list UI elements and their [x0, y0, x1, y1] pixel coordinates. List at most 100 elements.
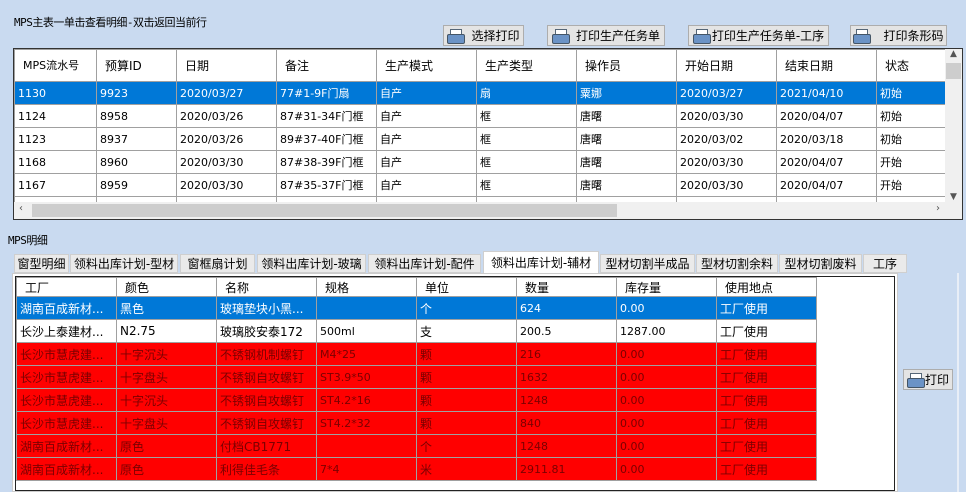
tab-1[interactable]: 领料出库计划-型材 — [70, 254, 178, 273]
column-header[interactable]: 开始日期 — [676, 49, 777, 82]
table-cell[interactable]: 长沙市慧虎建... — [16, 388, 117, 412]
table-cell[interactable]: 500ml — [316, 319, 417, 343]
table-cell[interactable]: 工厂使用 — [716, 342, 817, 366]
table-cell[interactable]: 工厂使用 — [716, 434, 817, 458]
table-row[interactable]: 长沙市慧虎建... 十字沉头 不锈钢机制螺钉 M4*25 颗 216 0.00 工厂使用 — [16, 342, 817, 366]
scroll-left-icon[interactable]: ‹ — [19, 203, 23, 214]
table-cell[interactable]: 840 — [516, 411, 617, 435]
tab-5[interactable]: 领料出库计划-辅材 — [483, 251, 599, 273]
table-cell[interactable]: 初始 — [876, 81, 947, 105]
table-cell[interactable]: 颗 — [416, 411, 517, 435]
table-cell[interactable]: 2020/04/07 — [776, 150, 877, 174]
table-cell[interactable]: 2020/03/30 — [676, 173, 777, 197]
tab-0[interactable]: 窗型明细 — [14, 254, 69, 273]
table-cell[interactable]: 黑色 — [116, 296, 217, 320]
table-cell[interactable]: 0.00 — [616, 434, 717, 458]
table-cell[interactable]: 1287.00 — [616, 319, 717, 343]
table-cell[interactable]: 颗 — [416, 342, 517, 366]
column-header[interactable]: 备注 — [276, 49, 377, 82]
table-row[interactable]: 湖南百成新材... 黑色 玻璃垫块小黑... 个 624 0.00 工厂使用 — [16, 296, 817, 320]
table-cell[interactable]: 长沙市慧虎建... — [16, 411, 117, 435]
table-cell[interactable]: 原色 — [116, 457, 217, 481]
table-cell[interactable]: 77#1-9F门扇 — [276, 81, 377, 105]
column-header[interactable]: 生产类型 — [476, 49, 577, 82]
table-cell[interactable] — [316, 296, 417, 320]
table-cell[interactable]: 工厂使用 — [716, 411, 817, 435]
tab-9[interactable]: 工序 — [863, 254, 907, 273]
table-cell[interactable]: 自产 — [376, 104, 477, 128]
column-header[interactable]: 预算ID — [96, 49, 177, 82]
table-cell[interactable]: 湖南百成新材... — [16, 296, 117, 320]
scroll-up-icon[interactable]: ▲ — [950, 49, 957, 59]
print-task-button[interactable]: 打印生产任务单 — [547, 25, 665, 46]
table-cell[interactable]: 米 — [416, 457, 517, 481]
table-cell[interactable]: 初始 — [876, 127, 947, 151]
tab-3[interactable]: 领料出库计划-玻璃 — [257, 254, 366, 273]
table-row[interactable]: 1130 9923 2020/03/27 77#1-9F门扇 自产扇粟娜 2020/03/… — [14, 81, 947, 105]
table-cell[interactable]: 2020/03/27 — [676, 81, 777, 105]
table-cell[interactable]: 扇 — [476, 81, 577, 105]
table-cell[interactable]: 不锈钢自攻螺钉 — [216, 388, 317, 412]
horizontal-scrollbar[interactable]: ‹ › — [14, 202, 962, 219]
print-barcode-button[interactable]: 打印条形码 — [850, 25, 947, 46]
table-cell[interactable]: 200.5 — [516, 319, 617, 343]
table-cell[interactable]: 8937 — [96, 127, 177, 151]
table-cell[interactable]: M4*25 — [316, 342, 417, 366]
table-cell[interactable]: 8960 — [96, 150, 177, 174]
select-print-button[interactable]: 选择打印 — [443, 25, 524, 46]
column-header[interactable]: 使用地点 — [716, 277, 817, 297]
table-cell[interactable]: 框 — [476, 127, 577, 151]
table-row[interactable]: 长沙市慧虎建... 十字盘头 不锈钢自攻螺钉 ST3.9*50 颗 1632 0.00 工厂使… — [16, 365, 817, 389]
table-cell[interactable]: 唐曙 — [576, 127, 677, 151]
table-cell[interactable]: 2020/03/26 — [176, 104, 277, 128]
table-cell[interactable]: 工厂使用 — [716, 388, 817, 412]
column-header[interactable]: 日期 — [176, 49, 277, 82]
table-cell[interactable]: 长沙市慧虎建... — [16, 342, 117, 366]
table-cell[interactable]: 开始 — [876, 173, 947, 197]
table-cell[interactable]: 2020/03/27 — [176, 81, 277, 105]
table-row[interactable]: 1168 8960 2020/03/30 87#38-39F门框 自产框唐曙 2020/0… — [14, 150, 947, 174]
table-cell[interactable]: ST4.2*16 — [316, 388, 417, 412]
column-header[interactable]: 名称 — [216, 277, 317, 297]
table-cell[interactable]: 2020/03/26 — [176, 127, 277, 151]
table-cell[interactable]: 2020/03/30 — [176, 150, 277, 174]
tab-7[interactable]: 型材切割余料 — [696, 254, 778, 273]
table-cell[interactable]: 1632 — [516, 365, 617, 389]
table-cell[interactable]: 湖南百成新材... — [16, 434, 117, 458]
table-cell[interactable]: 8958 — [96, 104, 177, 128]
table-cell[interactable]: 0.00 — [616, 296, 717, 320]
table-cell[interactable]: 0.00 — [616, 411, 717, 435]
table-cell[interactable]: 工厂使用 — [716, 365, 817, 389]
column-header[interactable]: 操作员 — [576, 49, 677, 82]
table-cell[interactable]: 1124 — [14, 104, 97, 128]
table-cell[interactable]: 玻璃胶安泰172 — [216, 319, 317, 343]
table-cell[interactable]: 工厂使用 — [716, 296, 817, 320]
tab-8[interactable]: 型材切割废料 — [779, 254, 862, 273]
table-cell[interactable]: 唐曙 — [576, 150, 677, 174]
table-cell[interactable]: 湖南百成新材... — [16, 457, 117, 481]
table-cell[interactable]: 0.00 — [616, 365, 717, 389]
table-cell[interactable]: 2020/03/02 — [676, 127, 777, 151]
column-header[interactable]: 生产模式 — [376, 49, 477, 82]
table-cell[interactable]: 颗 — [416, 365, 517, 389]
vertical-scrollbar[interactable]: ▲ ▼ — [945, 49, 962, 202]
table-cell[interactable]: 1248 — [516, 434, 617, 458]
table-row[interactable]: 1124 8958 2020/03/26 87#31-34F门框 自产框唐曙 2020/0… — [14, 104, 947, 128]
table-cell[interactable]: 利得佳毛条 — [216, 457, 317, 481]
table-cell[interactable]: 自产 — [376, 81, 477, 105]
table-cell[interactable]: 不锈钢自攻螺钉 — [216, 411, 317, 435]
table-row[interactable]: 长沙市慧虎建... 十字沉头 不锈钢自攻螺钉 ST4.2*16 颗 1248 0.00 工厂使… — [16, 388, 817, 412]
table-cell[interactable]: 个 — [416, 296, 517, 320]
table-row[interactable]: 湖南百成新材... 原色 付档CB1771 个 1248 0.00 工厂使用 — [16, 434, 817, 458]
column-header[interactable]: 库存量 — [616, 277, 717, 297]
table-cell[interactable]: 不锈钢机制螺钉 — [216, 342, 317, 366]
table-cell[interactable]: 自产 — [376, 173, 477, 197]
table-cell[interactable]: ST3.9*50 — [316, 365, 417, 389]
column-header[interactable]: MPS流水号 — [14, 49, 97, 82]
column-header[interactable]: 规格 — [316, 277, 417, 297]
table-cell[interactable]: 1248 — [516, 388, 617, 412]
table-cell[interactable]: 长沙市慧虎建... — [16, 365, 117, 389]
table-row[interactable]: 长沙上泰建材... N2.75 玻璃胶安泰172 500ml 支 200.5 1287.00… — [16, 319, 817, 343]
table-cell[interactable]: 624 — [516, 296, 617, 320]
table-cell[interactable]: 2911.81 — [516, 457, 617, 481]
